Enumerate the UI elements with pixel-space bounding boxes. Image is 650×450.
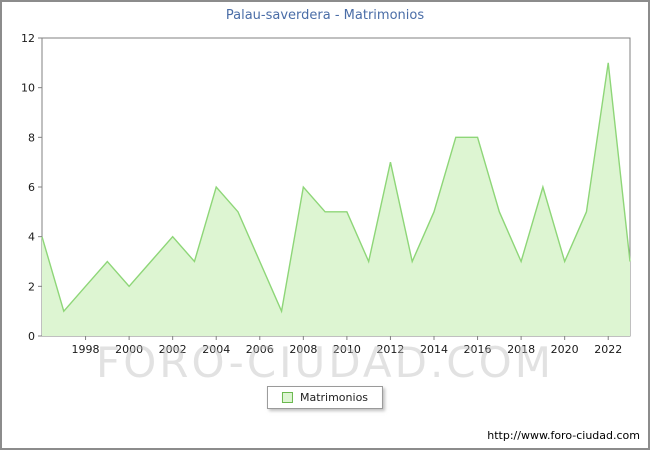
- y-tick-label: 6: [28, 181, 35, 194]
- x-tick-label: 2006: [246, 343, 274, 356]
- data-line: [41, 62, 631, 314]
- y-tick-label: 12: [21, 32, 35, 45]
- footer-url: http://www.foro-ciudad.com: [487, 429, 640, 442]
- x-tick-label: 2012: [376, 343, 404, 356]
- y-tick-label: 2: [28, 280, 35, 293]
- x-tick-label: 1998: [72, 343, 100, 356]
- x-tick-label: 2000: [115, 343, 143, 356]
- chart-title: Palau-saverdera - Matrimonios: [225, 8, 425, 23]
- y-tick-label: 4: [28, 231, 35, 244]
- x-tick-label: 2010: [333, 343, 361, 356]
- x-tick-label: 2008: [289, 343, 317, 356]
- x-tick-label: 2016: [464, 343, 492, 356]
- x-tick-label: 2020: [551, 343, 579, 356]
- y-tick-label: 0: [28, 330, 35, 343]
- x-tick-label: 2004: [202, 343, 230, 356]
- legend-label: Matrimonios: [299, 391, 369, 404]
- x-tick-label: 2002: [159, 343, 187, 356]
- x-tick-label: 2014: [420, 343, 448, 356]
- x-tick-label: 2018: [507, 343, 535, 356]
- y-tick-label: 8: [28, 131, 35, 144]
- y-tick-label: 10: [21, 82, 35, 95]
- legend-swatch-icon: [281, 392, 293, 403]
- legend-box: Matrimonios: [266, 386, 384, 409]
- x-tick-label: 2022: [594, 343, 622, 356]
- area-fill: [42, 62, 630, 336]
